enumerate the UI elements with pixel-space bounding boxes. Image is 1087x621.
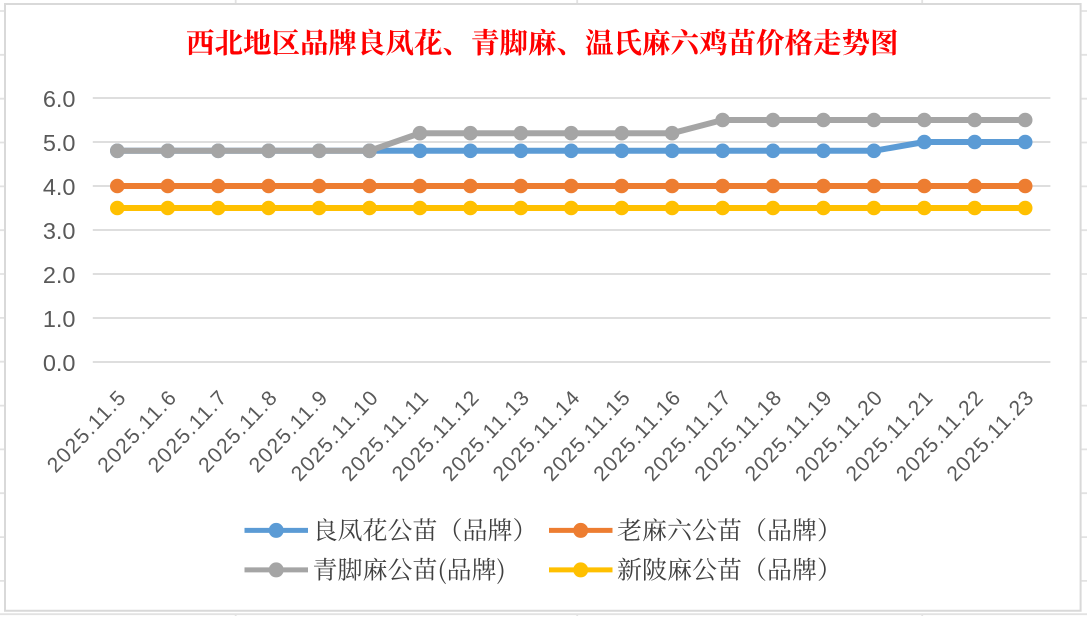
svg-text:0.0: 0.0	[43, 350, 76, 376]
svg-text:3.0: 3.0	[43, 218, 76, 244]
svg-text:1.0: 1.0	[43, 306, 76, 332]
svg-text:4.0: 4.0	[43, 174, 76, 200]
svg-text:5.0: 5.0	[43, 130, 76, 156]
svg-text:2.0: 2.0	[43, 262, 76, 288]
svg-text:6.0: 6.0	[43, 86, 76, 112]
